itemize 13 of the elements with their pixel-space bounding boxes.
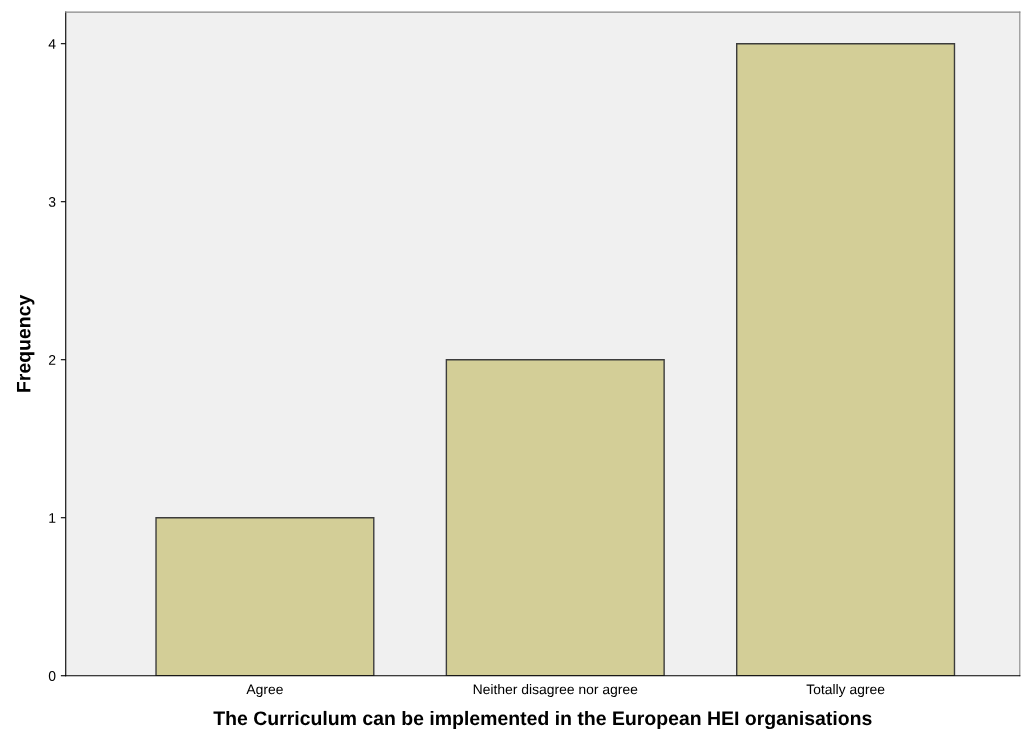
y-tick-label: 0 [48,671,56,681]
x-tick-label: Agree [246,684,283,698]
y-tick-label: 1 [49,513,56,523]
x-axis-title: The Curriculum can be implemented in the European HEI organisations [213,710,872,730]
x-tick-label: Neither disagree nor agree [473,684,638,698]
y-tick-label: 2 [48,355,56,365]
y-tick-label: 3 [48,197,56,207]
bar [736,42,956,676]
y-axis-title: Frequency [16,294,35,392]
x-tick-label: Totally agree [806,684,885,698]
y-tick-label: 4 [48,39,56,49]
bar [155,517,375,676]
bar [445,359,665,676]
